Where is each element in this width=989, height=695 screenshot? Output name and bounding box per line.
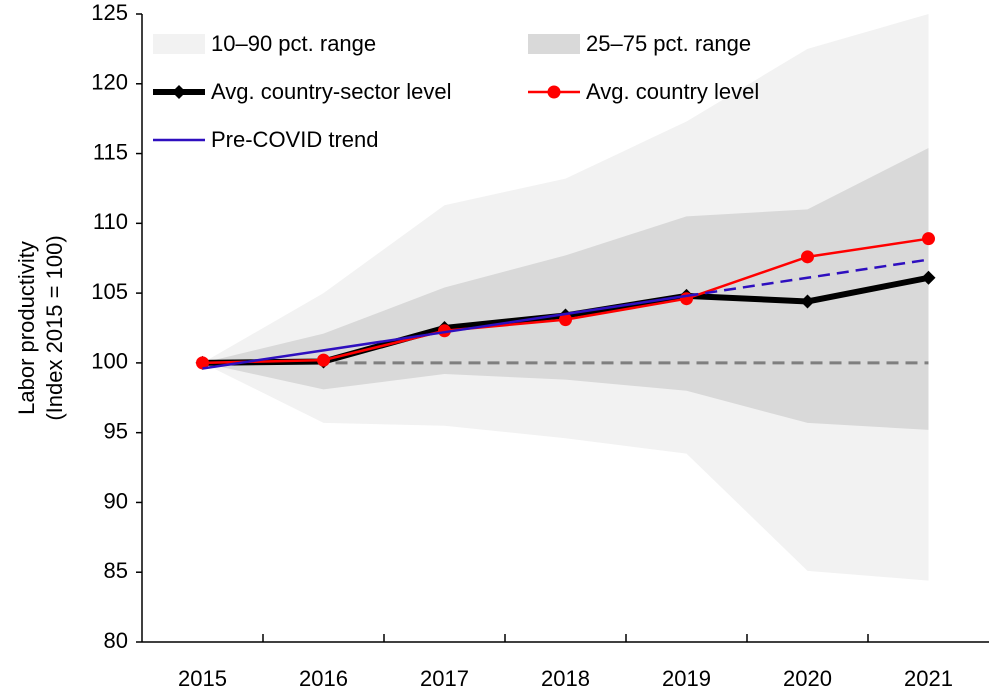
legend-label: 25–75 pct. range [586, 31, 751, 56]
marker [438, 324, 451, 338]
y-tick-label: 125 [91, 0, 128, 25]
legend-label: 10–90 pct. range [211, 31, 376, 56]
marker [921, 270, 936, 285]
y-tick-label: 120 [91, 70, 128, 95]
x-tick-label: 2016 [299, 666, 348, 691]
y-axis-label: Labor productivity [14, 241, 39, 415]
x-tick-label: 2020 [783, 666, 832, 691]
band-area [202, 147, 929, 430]
marker [800, 294, 815, 309]
y-tick-label: 80 [104, 628, 128, 653]
legend-marker [172, 85, 186, 99]
legend-label: Avg. country-sector level [211, 79, 451, 104]
legend-swatch [528, 34, 580, 54]
line [202, 294, 687, 370]
y-tick-label: 105 [91, 279, 128, 304]
y-tick-label: 110 [93, 209, 128, 234]
y-tick-label: 90 [104, 488, 128, 513]
y-tick-label: 85 [104, 558, 128, 583]
x-tick-label: 2015 [178, 666, 227, 691]
x-tick-label: 2018 [541, 666, 590, 691]
y-tick-label: 100 [91, 349, 128, 374]
legend-label: Pre-COVID trend [211, 127, 379, 152]
legend-label: Avg. country level [586, 79, 759, 104]
line [686, 258, 929, 298]
legend-marker [547, 85, 561, 99]
y-tick-label: 95 [104, 418, 128, 443]
marker [801, 250, 814, 264]
marker [922, 232, 935, 246]
x-tick-label: 2017 [420, 666, 469, 691]
x-tick-label: 2021 [904, 666, 953, 691]
marker [317, 353, 330, 367]
y-tick-label: 115 [93, 139, 128, 164]
marker [196, 356, 209, 370]
marker [559, 313, 572, 327]
y-axis-label: (Index 2015 = 100) [42, 235, 67, 420]
x-tick-label: 2019 [662, 666, 711, 691]
legend-swatch [153, 34, 205, 54]
